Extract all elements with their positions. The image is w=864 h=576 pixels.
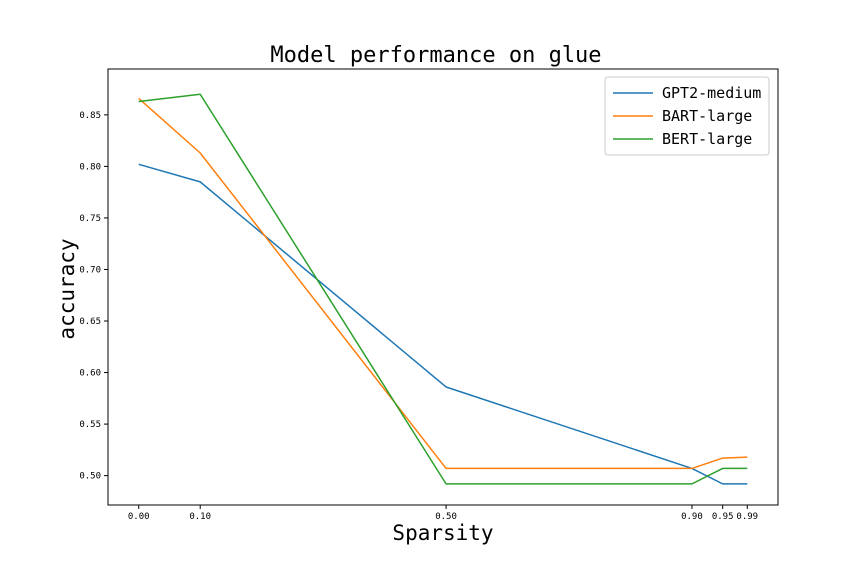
series-line-gpt2-medium [138, 163, 748, 485]
x-tick-label: 0.90 [681, 512, 703, 522]
x-axis-label: Sparsity [392, 521, 493, 545]
y-tick-label: 0.65 [79, 317, 101, 327]
x-tick-label: 0.10 [189, 512, 211, 522]
plot-area: 0.00 0.10 0.50 0.90 0.95 0.99 0.50 0.55 0.60 0.65… [79, 93, 758, 522]
y-axis-label: accuracy [55, 238, 79, 339]
y-tick-label: 0.85 [79, 111, 101, 121]
series-line-bart-large [138, 97, 748, 470]
plot-frame [107, 68, 779, 506]
x-tick-label: 0.00 [128, 512, 150, 522]
legend: GPT2-medium BART-large BERT-large [604, 76, 770, 156]
y-tick-label: 0.70 [79, 265, 101, 275]
legend-label: BERT-large [662, 130, 752, 148]
x-tick-label: 0.50 [435, 512, 457, 522]
x-tick-label: 0.99 [736, 512, 758, 522]
legend-box [604, 76, 770, 156]
legend-label: GPT2-medium [662, 84, 761, 102]
y-tick-label: 0.50 [79, 472, 101, 482]
series-line-bert-large [138, 93, 748, 485]
y-tick-label: 0.60 [79, 369, 101, 379]
x-tick-label: 0.95 [712, 512, 734, 522]
chart-title: Model performance on glue [270, 43, 601, 68]
legend-label: BART-large [662, 107, 752, 125]
y-tick-label: 0.75 [79, 214, 101, 224]
y-tick-label: 0.80 [79, 162, 101, 172]
y-tick-label: 0.55 [79, 420, 101, 430]
